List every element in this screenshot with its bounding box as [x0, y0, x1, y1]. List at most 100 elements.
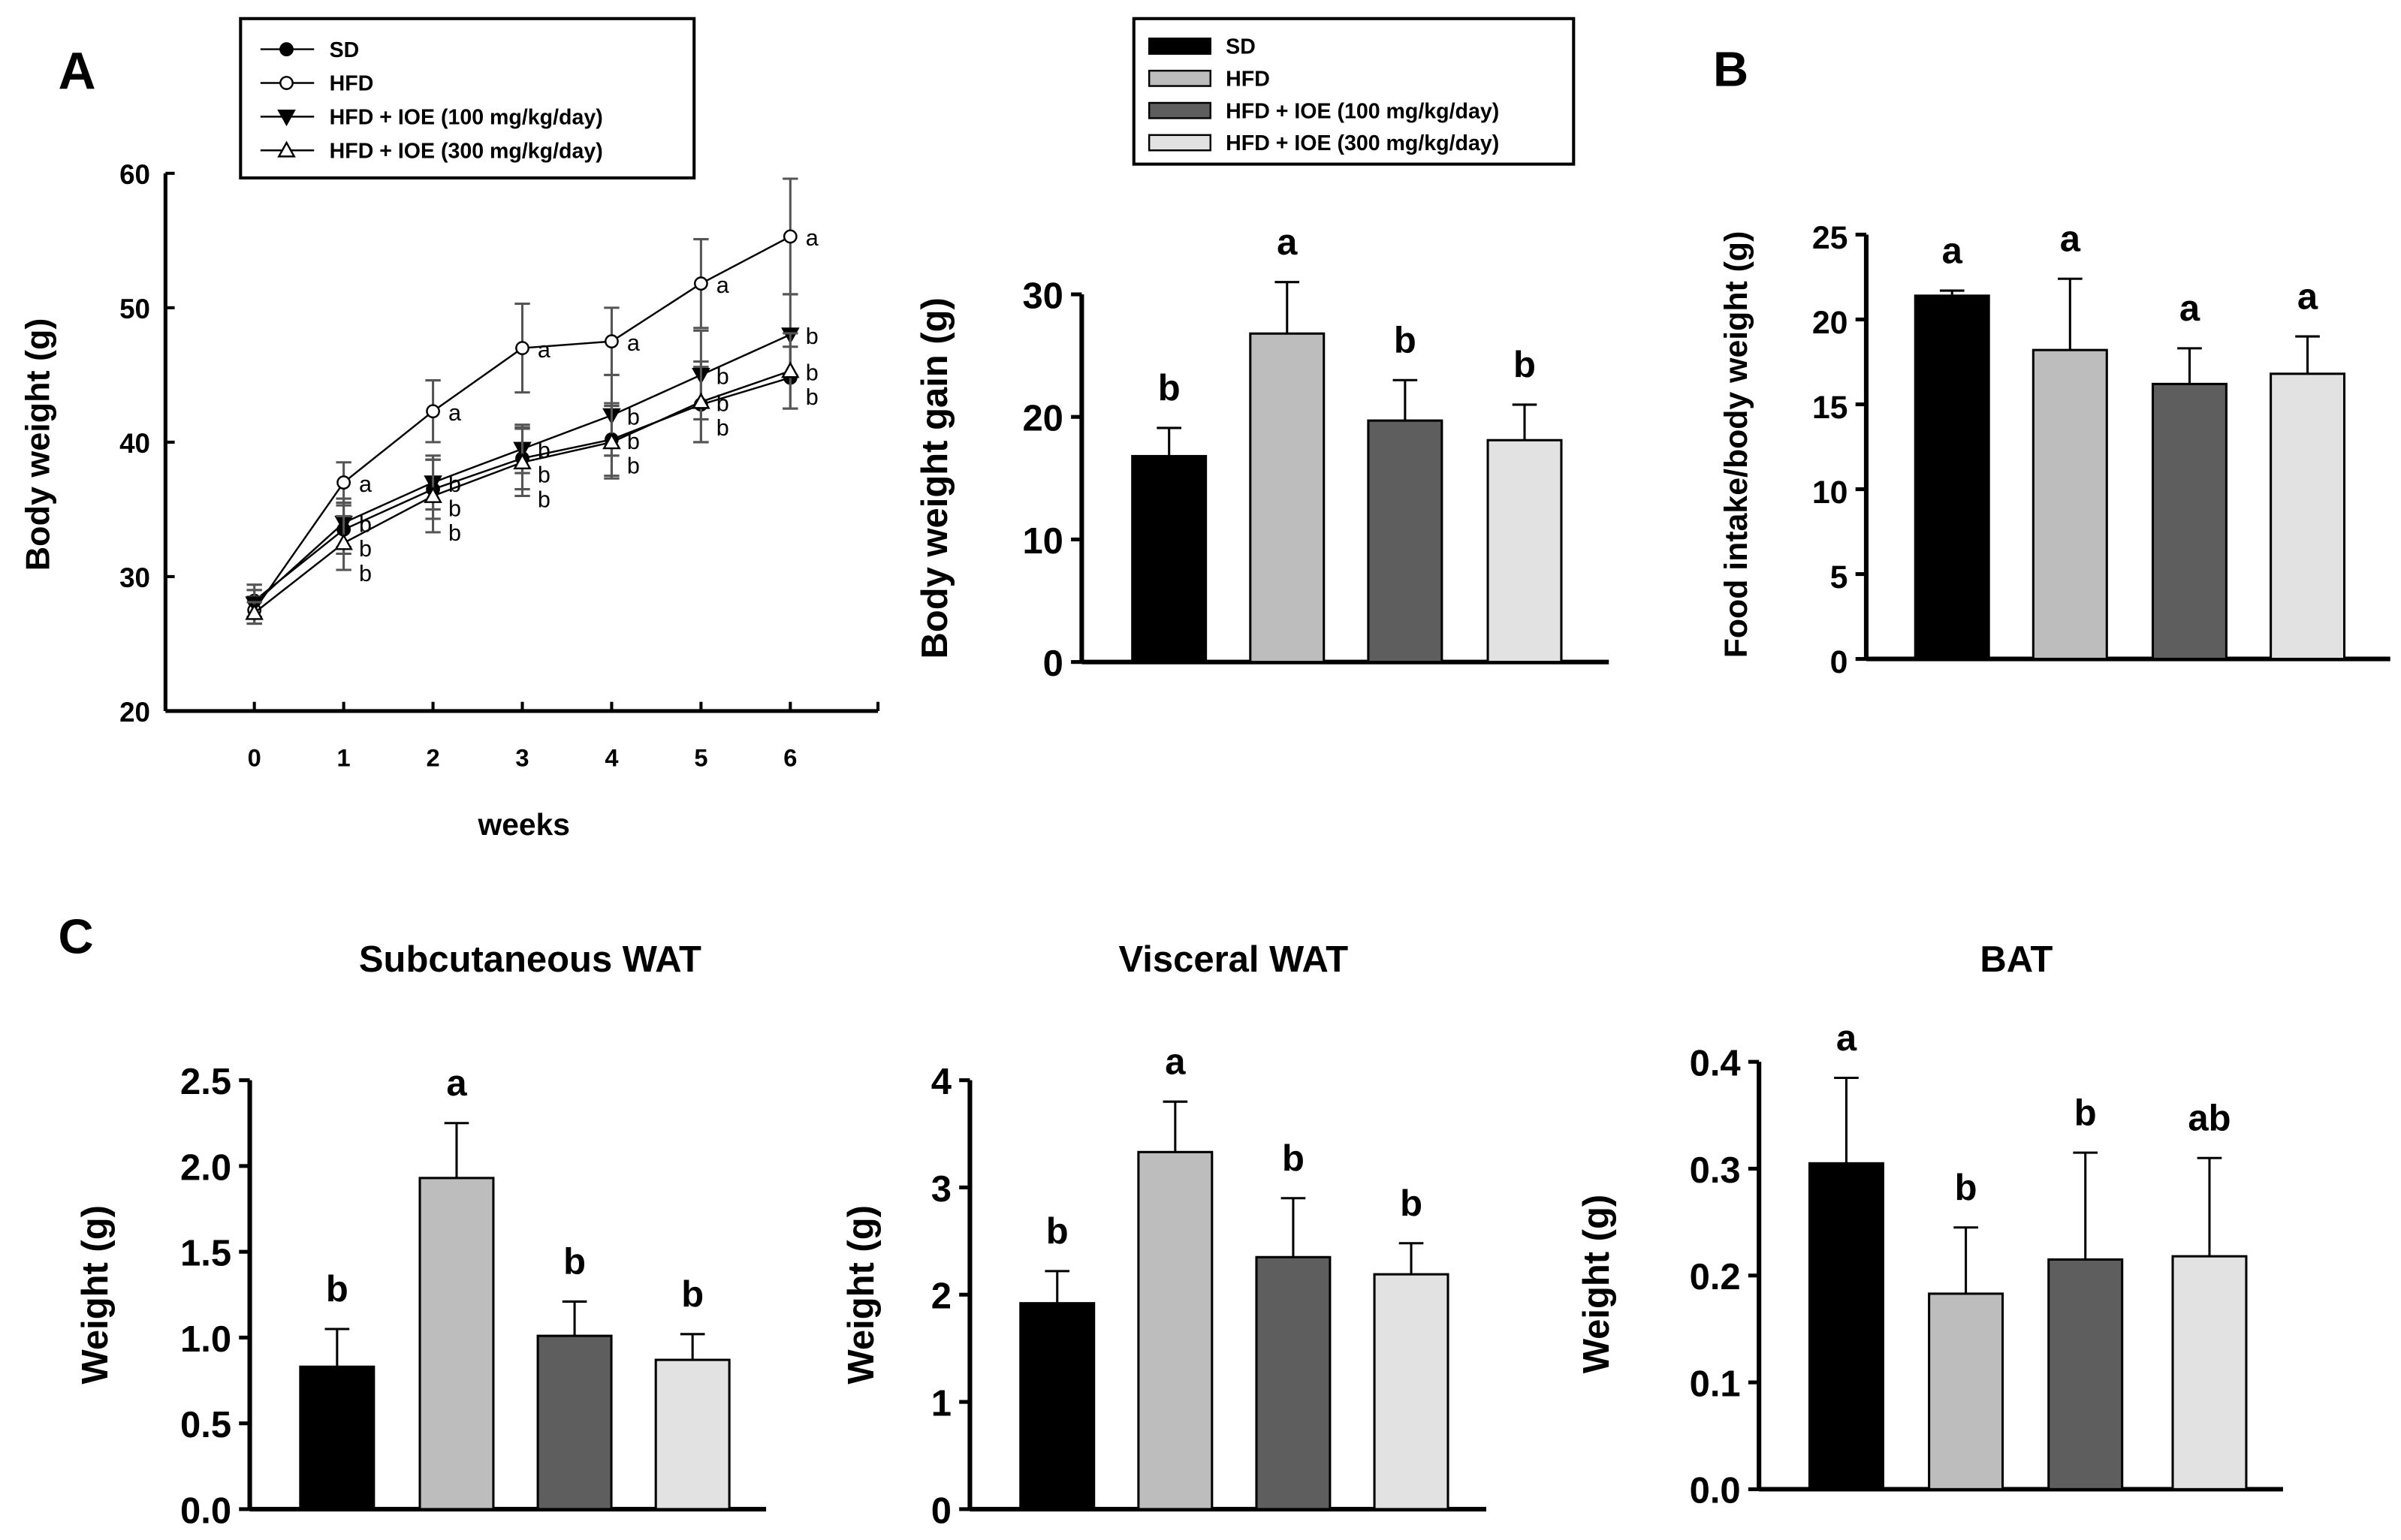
- significance-letter: b: [1394, 321, 1416, 361]
- data-point: [513, 453, 532, 470]
- bar-chart-0: 0 10 20 30 Body weight gain (g) b a b b: [915, 222, 1609, 684]
- significance-letter: a: [538, 337, 551, 363]
- significance-letter: b: [627, 404, 640, 429]
- chart-title: Subcutaneous WAT: [359, 939, 701, 980]
- y-tick-label: 50: [119, 294, 150, 324]
- significance-letter: b: [1158, 368, 1181, 408]
- y-tick-label: 2.5: [180, 1062, 231, 1102]
- y-tick-label: 0.0: [1690, 1471, 1741, 1511]
- legend-label: HFD + IOE (300 mg/kg/day): [330, 139, 603, 163]
- significance-letter: a: [716, 273, 730, 298]
- significance-letter: b: [538, 463, 550, 488]
- significance-letter: b: [2074, 1092, 2097, 1133]
- significance-letter: a: [2060, 218, 2081, 259]
- legend-marker: [277, 109, 296, 127]
- y-tick-label: 1.5: [180, 1234, 231, 1274]
- y-tick-label: 10: [1022, 521, 1063, 562]
- y-axis-label: Weight (g): [841, 1205, 882, 1384]
- data-point: [515, 341, 529, 355]
- legend-label: HFD: [330, 72, 374, 96]
- legend-label: SD: [1226, 35, 1256, 59]
- significance-letter: b: [1400, 1183, 1422, 1224]
- bar-3: [654, 1358, 731, 1511]
- y-tick-label: 4: [931, 1062, 952, 1102]
- legend-label: HFD + IOE (100 mg/kg/day): [330, 106, 603, 130]
- bar-1: [1249, 332, 1326, 664]
- panel-label-b: B: [1713, 42, 1748, 97]
- significance-letter: b: [1955, 1168, 1977, 1208]
- legend-swatch: [1148, 69, 1211, 87]
- bar-3: [2171, 1255, 2248, 1490]
- bar-1: [1928, 1292, 2004, 1490]
- y-tick-label: 2: [931, 1276, 952, 1317]
- significance-letter: b: [448, 520, 461, 546]
- significance-letter: b: [806, 360, 819, 385]
- bar-0: [1808, 1162, 1884, 1490]
- legend-label: HFD + IOE (100 mg/kg/day): [1226, 99, 1499, 123]
- significance-letter: b: [1046, 1211, 1069, 1252]
- significance-letter: b: [716, 364, 729, 390]
- y-tick-label: 0.3: [1690, 1150, 1741, 1191]
- bar-0: [1914, 294, 1990, 661]
- y-tick-label: 0.0: [180, 1490, 231, 1531]
- x-tick-label: 2: [426, 743, 439, 771]
- bar-0: [299, 1365, 376, 1511]
- x-tick-label: 3: [515, 743, 529, 771]
- bar-2: [1255, 1255, 1332, 1511]
- bar-2: [2047, 1258, 2124, 1490]
- significance-letter: b: [448, 472, 461, 497]
- y-tick-label: 15: [1812, 390, 1848, 426]
- data-point: [426, 404, 440, 419]
- bar-0: [1131, 454, 1208, 664]
- significance-letter: a: [806, 225, 819, 251]
- x-tick-label: 1: [337, 743, 351, 771]
- significance-letter: a: [627, 330, 641, 356]
- significance-letter: b: [563, 1242, 586, 1282]
- x-tick-label: 5: [694, 743, 707, 771]
- legend-marker: [279, 42, 294, 56]
- y-axis-label: Weight (g): [1576, 1195, 1617, 1373]
- y-tick-label: 20: [119, 697, 150, 728]
- x-tick-label: 6: [783, 743, 797, 771]
- bar-1: [1137, 1150, 1214, 1511]
- y-tick-label: 5: [1830, 559, 1848, 595]
- y-tick-label: 0.2: [1690, 1257, 1741, 1297]
- x-tick-label: 4: [605, 743, 618, 771]
- y-tick-label: 20: [1812, 305, 1848, 341]
- data-point: [781, 361, 800, 378]
- y-tick-label: 0.5: [180, 1405, 231, 1445]
- significance-letter: b: [806, 324, 819, 349]
- y-axis-label: Body weight (g): [18, 318, 56, 571]
- y-tick-label: 60: [119, 159, 150, 190]
- significance-letter: a: [1942, 231, 1963, 271]
- significance-letter: a: [446, 1063, 467, 1104]
- significance-letter: b: [326, 1269, 348, 1309]
- panel-label-c: C: [59, 909, 94, 963]
- bar-chart-3: 0 1 2 3 4 Weight (g) Visceral WAT b a b b: [841, 939, 1486, 1531]
- bar-2: [2151, 382, 2228, 661]
- significance-letter: a: [2179, 288, 2200, 329]
- y-tick-label: 25: [1812, 220, 1848, 256]
- y-tick-label: 0: [1043, 643, 1063, 684]
- legend-marker: [279, 76, 294, 90]
- data-point: [694, 276, 708, 291]
- significance-letter: b: [627, 429, 640, 454]
- data-point: [783, 229, 798, 244]
- y-tick-label: 10: [1812, 475, 1848, 511]
- legend-marker: [277, 140, 296, 158]
- significance-letter: b: [538, 487, 550, 512]
- legend-label: SD: [330, 38, 360, 62]
- data-point: [334, 533, 353, 550]
- legend-label: HFD: [1226, 68, 1270, 92]
- chart-title: BAT: [1980, 939, 2053, 980]
- x-axis-label: weeks: [477, 807, 570, 842]
- series-3: [245, 332, 800, 625]
- y-tick-label: 3: [931, 1169, 952, 1210]
- y-axis-label: Food intake/body weight (g): [1718, 231, 1754, 658]
- significance-letter: a: [1836, 1018, 1857, 1059]
- data-point: [602, 432, 621, 450]
- significance-letter: a: [448, 400, 462, 426]
- y-axis-label: Weight (g): [75, 1205, 116, 1384]
- x-tick-label: 0: [248, 743, 261, 771]
